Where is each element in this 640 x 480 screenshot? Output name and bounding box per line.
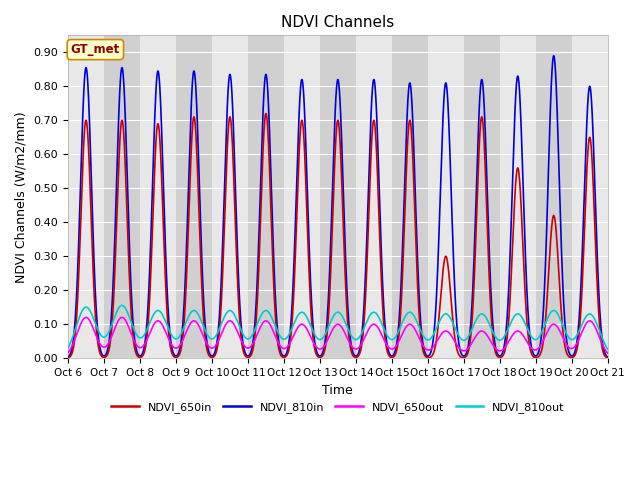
Bar: [428, 36, 464, 358]
Bar: [212, 36, 248, 358]
Y-axis label: NDVI Channels (W/m2/mm): NDVI Channels (W/m2/mm): [15, 111, 28, 283]
Bar: [320, 36, 356, 358]
Bar: [248, 36, 284, 358]
Bar: [68, 36, 104, 358]
Bar: [104, 36, 140, 358]
Bar: [176, 36, 212, 358]
Bar: [464, 36, 500, 358]
Title: NDVI Channels: NDVI Channels: [281, 15, 394, 30]
Text: GT_met: GT_met: [71, 43, 120, 56]
Bar: [284, 36, 320, 358]
Bar: [536, 36, 572, 358]
Bar: [500, 36, 536, 358]
X-axis label: Time: Time: [323, 384, 353, 396]
Bar: [356, 36, 392, 358]
Bar: [572, 36, 608, 358]
Legend: NDVI_650in, NDVI_810in, NDVI_650out, NDVI_810out: NDVI_650in, NDVI_810in, NDVI_650out, NDV…: [106, 397, 569, 417]
Bar: [140, 36, 176, 358]
Bar: [392, 36, 428, 358]
